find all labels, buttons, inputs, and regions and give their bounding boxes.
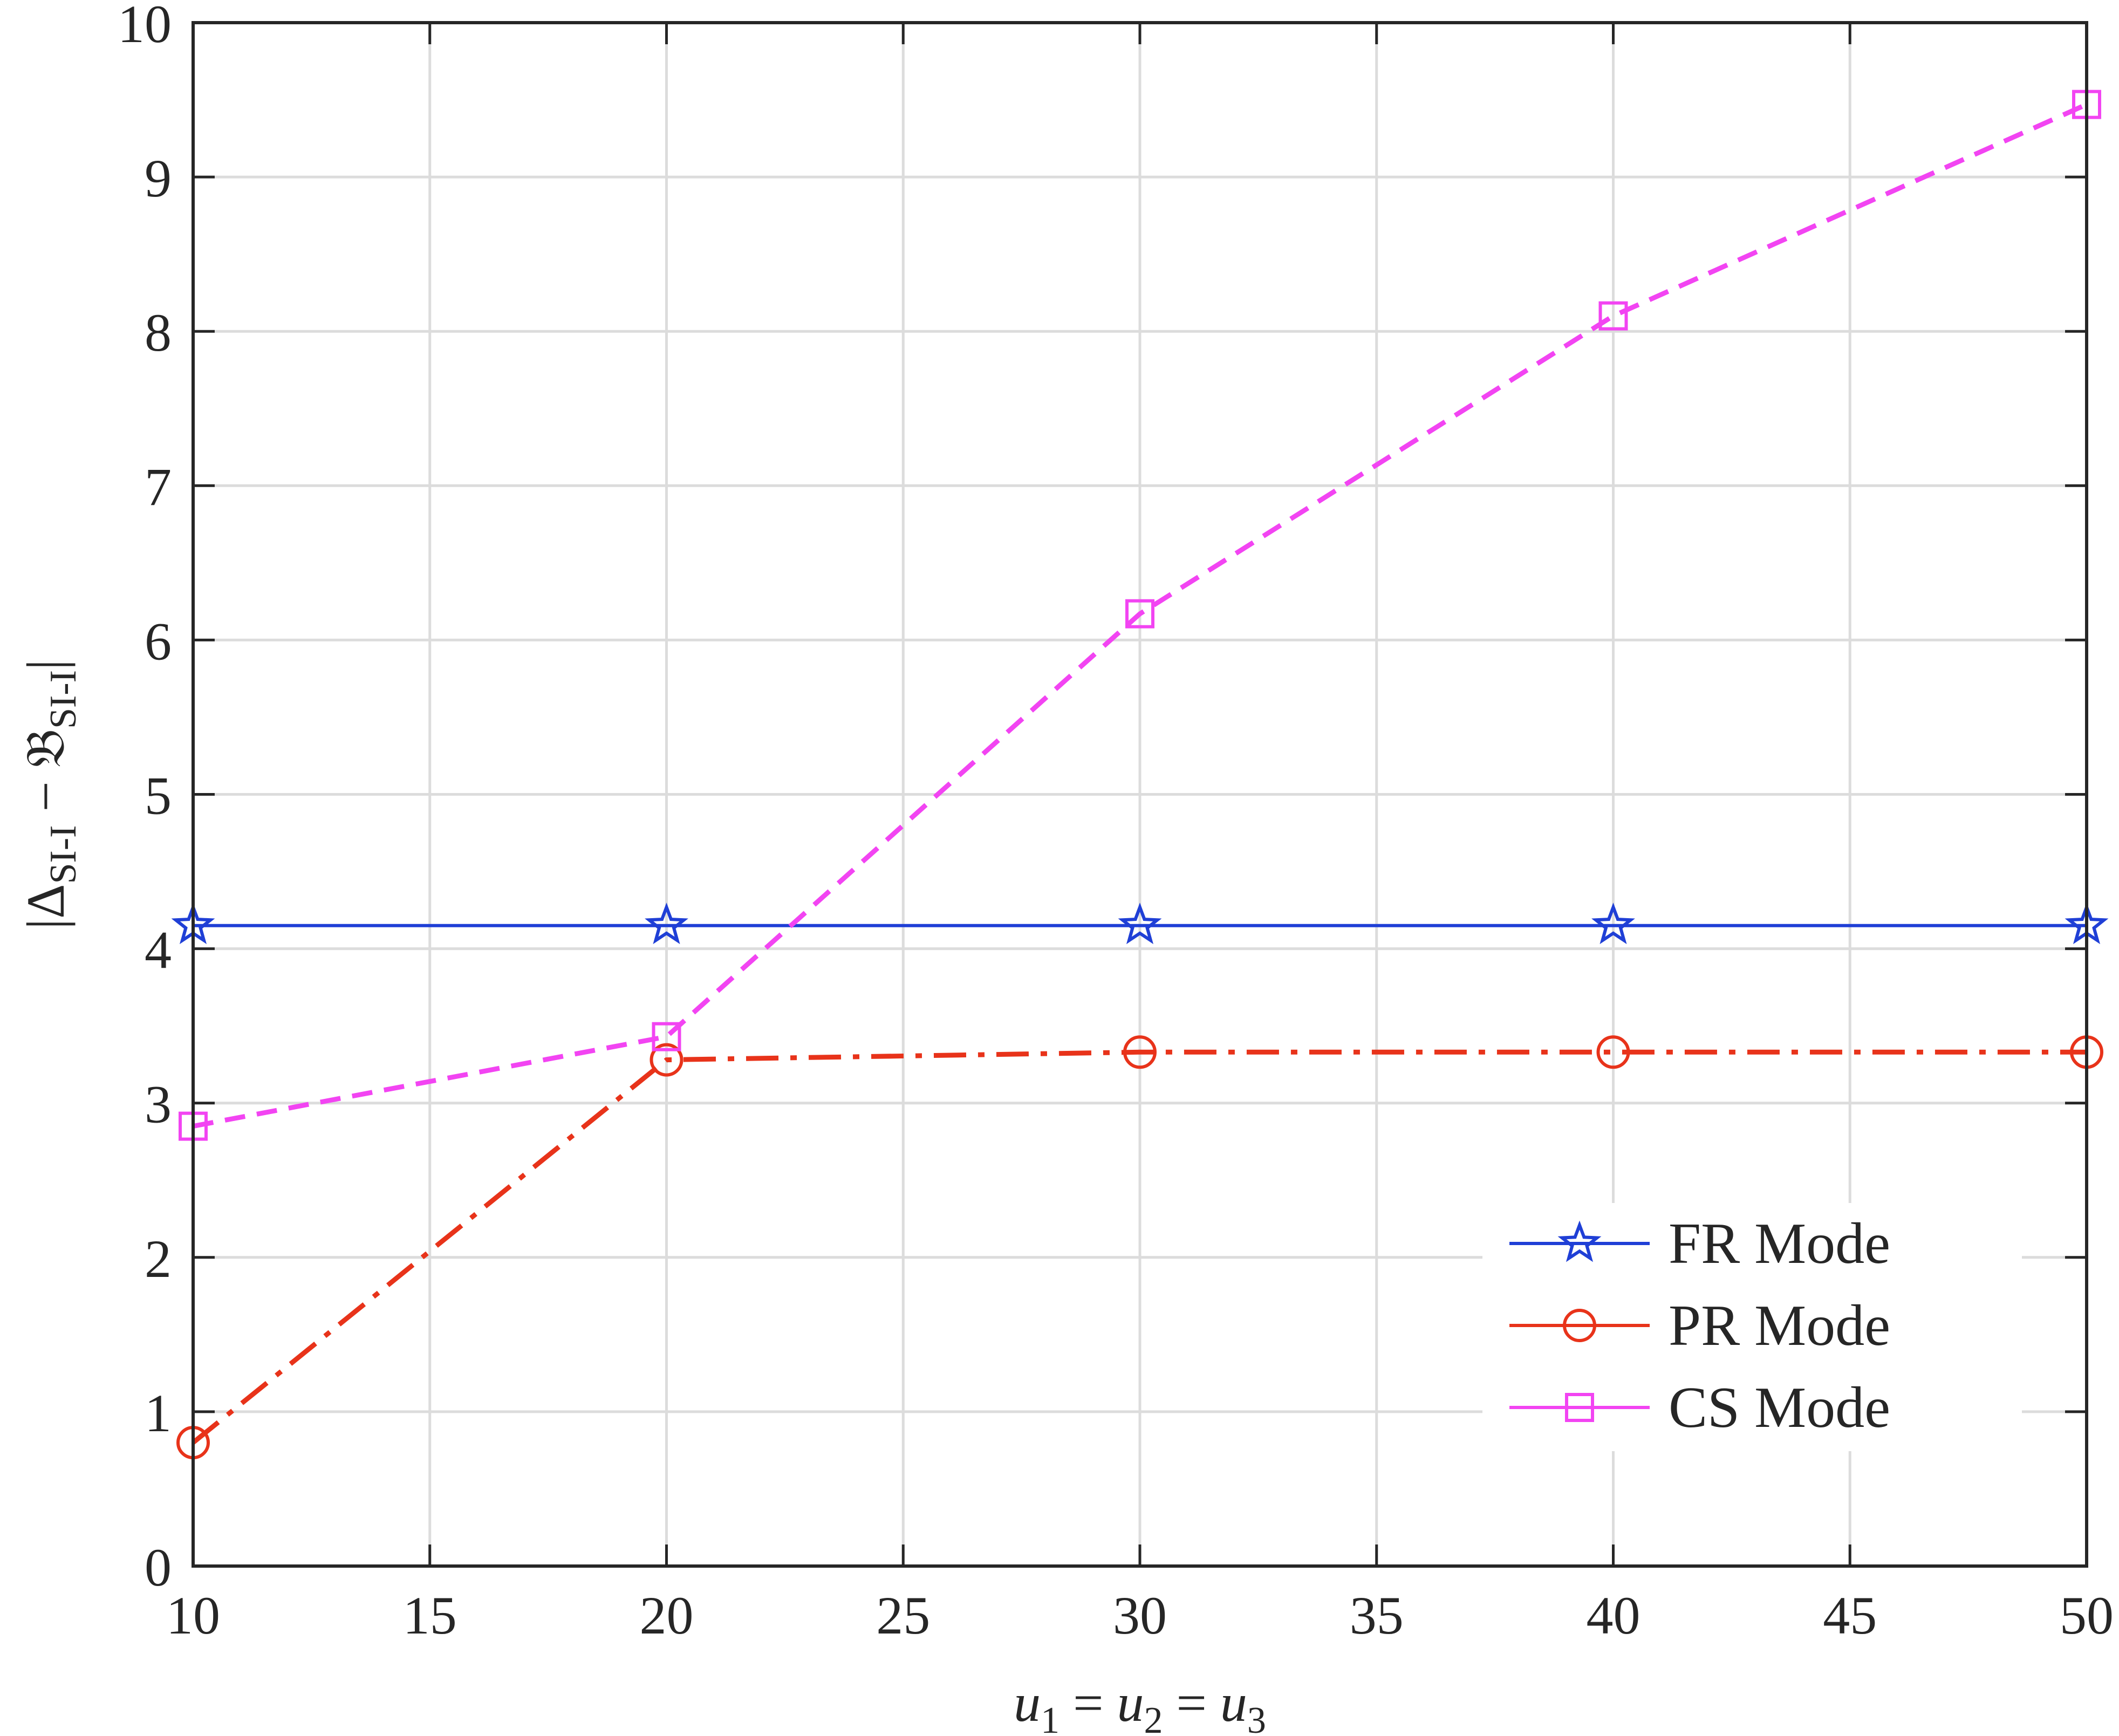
legend-entry: FR Mode (1509, 1212, 1890, 1276)
legend-label: FR Mode (1669, 1212, 1890, 1276)
x-tick-label: 50 (2060, 1585, 2114, 1645)
x-tick-label: 35 (1350, 1585, 1404, 1645)
x-tick-label: 20 (640, 1585, 694, 1645)
x-tick-label: 40 (1587, 1585, 1640, 1645)
y-tick-label: 7 (145, 457, 172, 517)
series-line (192, 1049, 2087, 1445)
x-tick-label: 15 (403, 1585, 457, 1645)
legend-label: CS Mode (1669, 1376, 1890, 1440)
y-tick-label: 10 (118, 0, 172, 54)
y-tick-label: 5 (145, 766, 172, 826)
y-tick-label: 8 (145, 303, 172, 363)
series-line (193, 102, 2088, 1129)
legend-entry: CS Mode (1509, 1376, 1890, 1440)
x-tick-label: 10 (166, 1585, 220, 1645)
y-axis-label: |ΔSI-I − 𝔅SI-I| (16, 659, 84, 929)
legend-entry: PR Mode (1509, 1294, 1890, 1358)
x-tick-label: 25 (876, 1585, 930, 1645)
legend: FR Mode PR Mode CS Mode (1482, 1203, 2022, 1451)
y-tick-label: 3 (145, 1075, 172, 1134)
legend-label: PR Mode (1669, 1294, 1890, 1358)
x-axis-label: u1 = u2 = u3 (1014, 1673, 1266, 1736)
data-point-marker (1591, 903, 1635, 945)
legend-marker (1557, 1220, 1602, 1262)
y-tick-label: 9 (145, 148, 172, 208)
data-point-marker (652, 1022, 681, 1051)
x-tick-label: 45 (1823, 1585, 1877, 1645)
data-point-marker (1123, 1035, 1157, 1069)
legend-marker (1565, 1393, 1594, 1422)
data-point-marker (1118, 903, 1162, 945)
y-tick-label: 0 (145, 1537, 172, 1597)
series-lines (171, 90, 2109, 1460)
data-point-marker (1596, 1035, 1630, 1069)
grid-lines (192, 21, 2088, 1568)
y-tick-label: 6 (145, 611, 172, 671)
y-tick-label: 4 (145, 920, 172, 980)
data-point-marker (650, 1043, 683, 1077)
x-tick-label: 30 (1113, 1585, 1167, 1645)
data-point-marker (1125, 599, 1154, 628)
y-tick-label: 2 (145, 1229, 172, 1289)
y-tick-label: 1 (145, 1383, 172, 1443)
data-point-marker (1598, 301, 1628, 331)
data-point-marker (645, 903, 688, 945)
legend-marker (1563, 1309, 1596, 1342)
